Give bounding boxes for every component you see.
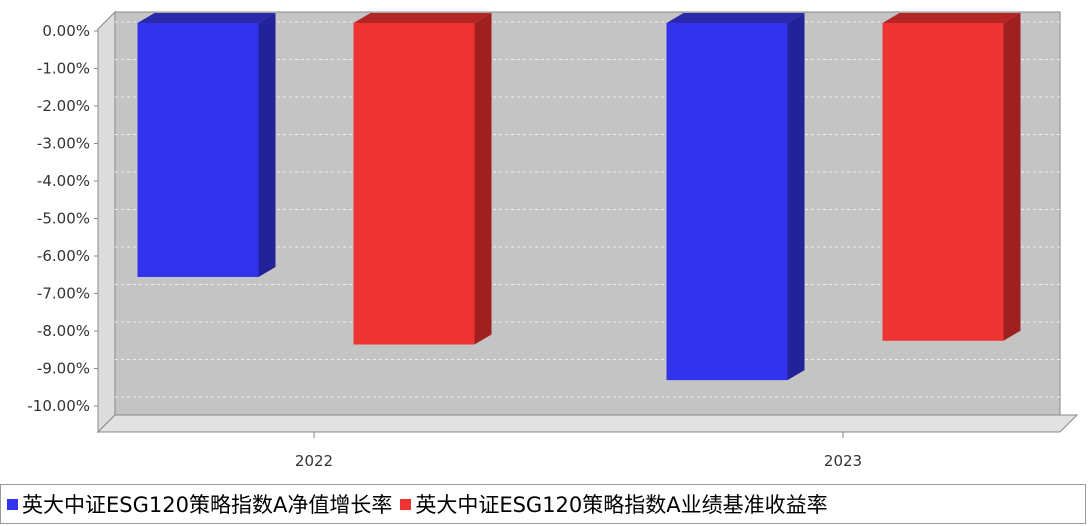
- y-tick-label: -4.00%: [37, 172, 90, 190]
- y-tick-label: -2.00%: [37, 97, 90, 115]
- y-tick-label: -8.00%: [37, 322, 90, 340]
- bar-front: [137, 23, 259, 277]
- x-tick-label: 2023: [824, 452, 862, 470]
- bar-side: [1003, 13, 1021, 341]
- bar-top: [137, 13, 276, 23]
- bar-top: [353, 13, 492, 23]
- y-tick-label: -9.00%: [37, 360, 90, 378]
- y-tick-label: -7.00%: [37, 285, 90, 303]
- plot-left-wall: [97, 10, 116, 434]
- bar-front: [353, 23, 475, 345]
- legend-item-benchmark: 英大中证ESG120策略指数A业绩基准收益率: [400, 489, 828, 519]
- bar-front: [882, 23, 1004, 341]
- x-tick-label: 2022: [295, 452, 333, 470]
- bar-side: [787, 13, 805, 381]
- legend-label-benchmark: 英大中证ESG120策略指数A业绩基准收益率: [415, 493, 828, 517]
- y-tick-label: -10.00%: [27, 397, 90, 415]
- legend-item-nav-growth: 英大中证ESG120策略指数A净值增长率: [7, 489, 392, 519]
- legend-label-nav-growth: 英大中证ESG120策略指数A净值增长率: [22, 493, 393, 517]
- bar-chart: 0.00% -1.00% -2.00% -3.00% -4.00% -5.00% -6.00…: [27, 10, 1079, 470]
- y-tick-label: -5.00%: [37, 210, 90, 228]
- y-tick-label: -6.00%: [37, 247, 90, 265]
- legend-swatch-blue: [7, 498, 18, 510]
- bar-front: [666, 23, 788, 381]
- legend-swatch-red: [400, 498, 412, 510]
- legend: 英大中证ESG120策略指数A净值增长率 英大中证ESG120策略指数A业绩基准…: [0, 484, 1086, 524]
- bar-side: [258, 13, 276, 277]
- plot-floor: [96, 414, 1079, 433]
- y-tick-label: 0.00%: [42, 22, 90, 40]
- y-tick-label: -1.00%: [37, 60, 90, 78]
- bar-top: [666, 13, 805, 23]
- bar-side: [474, 13, 492, 345]
- y-tick-label: -3.00%: [37, 135, 90, 153]
- bar-top: [882, 13, 1021, 23]
